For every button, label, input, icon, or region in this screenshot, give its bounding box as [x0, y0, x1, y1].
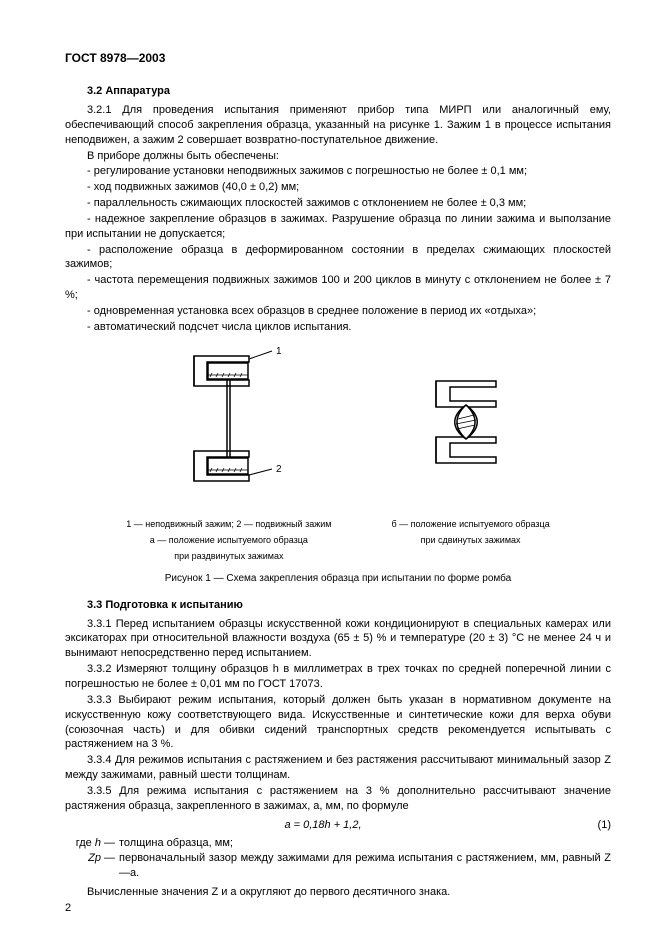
- figure-area: 1 2: [65, 341, 611, 563]
- para-round: Вычисленные значения Z и a округляют до …: [65, 885, 611, 900]
- page-number: 2: [65, 901, 71, 916]
- figure-a: 1 2: [126, 341, 331, 563]
- figure-b-caption-1: б — положение испытуемого образца: [391, 518, 549, 530]
- formula-number: (1): [581, 818, 611, 833]
- where-z-def: первоначальный зазор между зажимами для …: [119, 851, 611, 881]
- svg-text:2: 2: [276, 464, 282, 475]
- para-3-3-1: 3.3.1 Перед испытанием образцы искусстве…: [65, 617, 611, 662]
- para-3-3-2: 3.3.2 Измеряют толщину образцов h в милл…: [65, 662, 611, 692]
- document-id: ГОСТ 8978—2003: [65, 50, 611, 66]
- para-3-3-5: 3.3.5 Для режима испытания с растяжением…: [65, 784, 611, 814]
- svg-text:1: 1: [276, 346, 282, 357]
- figure-b: б — положение испытуемого образца при сд…: [391, 341, 549, 563]
- clamp-open-icon: 1 2: [164, 341, 294, 511]
- bullet-7: - одновременная установка всех образцов …: [65, 304, 611, 319]
- para-3-3-3: 3.3.3 Выбирают режим испытания, который …: [65, 693, 611, 752]
- para-pribor: В приборе должны быть обеспечены:: [65, 149, 611, 164]
- where-h-def: толщина образца, мм;: [119, 836, 611, 851]
- bullet-3: - параллельность сжимающих плоскостей за…: [65, 196, 611, 211]
- heading-3-2: 3.2 Аппаратура: [65, 84, 611, 99]
- figure-legend: 1 — неподвижный зажим; 2 — подвижный заж…: [126, 518, 331, 530]
- formula-row: a = 0,18h + 1,2, (1): [65, 818, 611, 833]
- formula: a = 0,18h + 1,2,: [65, 818, 581, 833]
- para-3-3-4: 3.3.4 Для режимов испытания с растяжение…: [65, 753, 611, 783]
- bullet-2: - ход подвижных зажимов (40,0 ± 0,2) мм;: [65, 180, 611, 195]
- bullet-8: - автоматический подсчет числа циклов ис…: [65, 320, 611, 335]
- figure-a-caption-1: а — положение испытуемого образца: [126, 534, 331, 546]
- where-block: где h — толщина образца, мм; Zр — первон…: [65, 836, 611, 881]
- bullet-5: - расположение образца в деформированном…: [65, 243, 611, 273]
- clamp-closed-icon: [416, 341, 526, 511]
- para-3-2-1: 3.2.1 Для проведения испытания применяют…: [65, 103, 611, 148]
- bullet-1: - регулирование установки неподвижных за…: [65, 164, 611, 179]
- bullet-4: - надежное закрепление образцов в зажима…: [65, 212, 611, 242]
- bullet-6: - частота перемещения подвижных зажимов …: [65, 273, 611, 303]
- where-z-symbol: Zр —: [65, 851, 119, 881]
- figure-a-caption-2: при раздвинутых зажимах: [126, 550, 331, 562]
- figure-b-caption-2: при сдвинутых зажимах: [391, 534, 549, 546]
- where-h-symbol: где h —: [65, 836, 119, 851]
- heading-3-3: 3.3 Подготовка к испытанию: [65, 598, 611, 613]
- figure-caption: Рисунок 1 — Схема закрепления образца пр…: [65, 572, 611, 586]
